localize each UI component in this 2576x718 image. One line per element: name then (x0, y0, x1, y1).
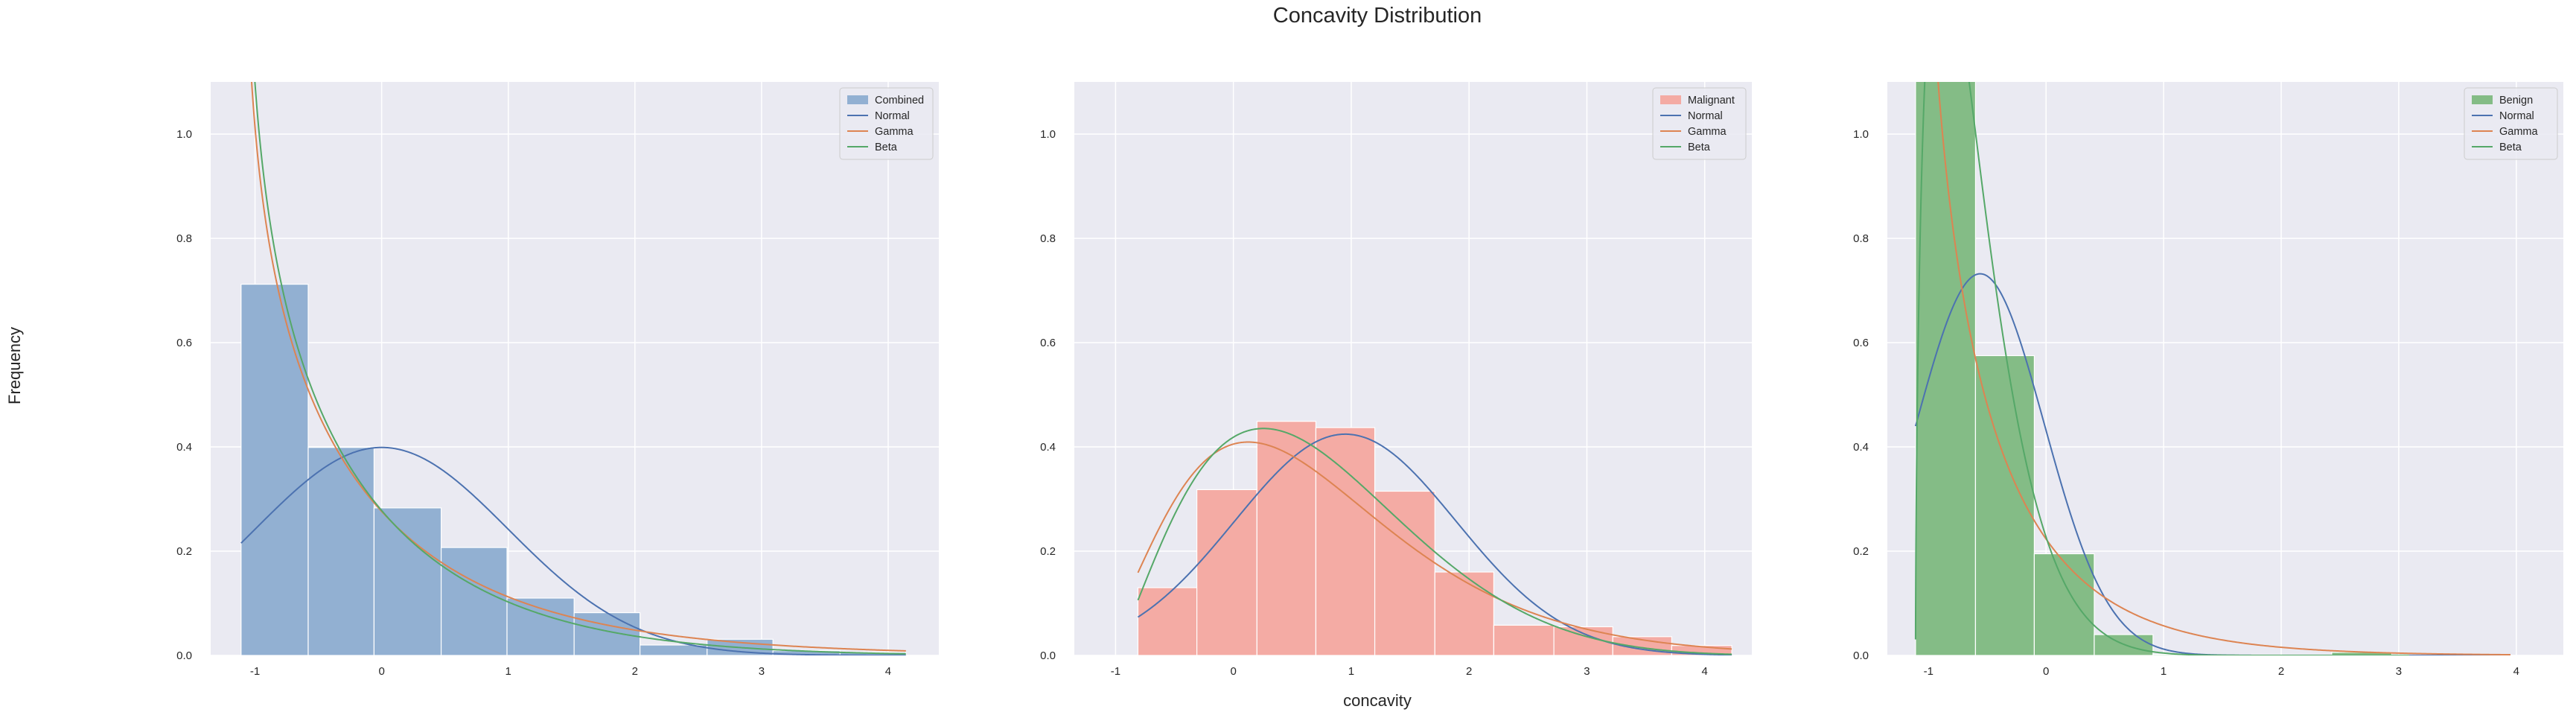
y-tick-label: 0.2 (176, 545, 192, 558)
x-tick-label: 4 (1702, 665, 1708, 678)
x-tick-label: -1 (1924, 665, 1933, 678)
y-tick-label: 0.0 (1040, 649, 1056, 662)
legend-box (839, 87, 934, 160)
legend-patch (847, 95, 868, 104)
fitted-curves (1914, 82, 2510, 655)
y-tick-label: 1.0 (1853, 128, 1869, 141)
panels: -1 0 1 2 3 4 0.0 0.2 0.4 0.6 0.8 1.0 Combined Normal G… (176, 82, 2563, 678)
legend-label: Normal (1688, 110, 1723, 122)
legend-box (2464, 87, 2558, 160)
histogram-bar (1374, 490, 1435, 655)
y-tick-label: 0.0 (1853, 649, 1869, 662)
legend-label: Gamma (1688, 126, 1727, 138)
curve-normal (240, 446, 906, 655)
x-tick-label: 3 (2396, 665, 2402, 678)
histogram-bar (506, 597, 575, 655)
x-tick-label: 1 (1348, 665, 1354, 678)
y-tick-label: 1.0 (1040, 128, 1056, 141)
figure-x-label: concavity (1343, 691, 1412, 710)
legend-label: Beta (875, 142, 898, 153)
legend: Benign Normal Gamma Beta (2464, 87, 2558, 160)
y-tick-label: 0.8 (1853, 232, 1869, 245)
y-tick-label: 0.4 (1853, 441, 1869, 454)
y-tick-label: 0.2 (1853, 545, 1869, 558)
histogram-bars (1915, 82, 2393, 655)
y-tick-label: 0.4 (176, 441, 192, 454)
curve-beta (1914, 82, 2410, 655)
x-tick-label: 4 (2513, 665, 2519, 678)
histogram-bar (1434, 571, 1495, 655)
y-tick-label: 0.4 (1040, 441, 1056, 454)
figure-title: Concavity Distribution (1273, 4, 1482, 28)
x-tick-label: 3 (1584, 665, 1590, 678)
histogram-bar (1493, 624, 1555, 655)
curve-normal (1914, 273, 2510, 655)
panel-malignant: -1 0 1 2 3 4 0.0 0.2 0.4 0.6 0.8 1.0 Malignant Normal… (1040, 82, 1752, 678)
histogram-bar (2033, 553, 2095, 655)
y-tick-label: 1.0 (176, 128, 192, 141)
x-tick-label: 0 (1230, 665, 1236, 678)
histogram-bar (240, 284, 309, 655)
legend-patch (2472, 95, 2493, 104)
panel-combined: -1 0 1 2 3 4 0.0 0.2 0.4 0.6 0.8 1.0 Combined Normal G… (176, 82, 939, 678)
y-tick-label: 0.6 (176, 337, 192, 349)
histogram-bar (1915, 82, 1977, 655)
legend-label: Beta (1688, 142, 1711, 153)
histogram-bar (1137, 587, 1198, 655)
fitted-curves (240, 82, 906, 655)
legend-label: Gamma (875, 126, 914, 138)
legend-label: Malignant (1688, 95, 1735, 107)
histogram-bars (240, 284, 907, 655)
curve-gamma (1137, 441, 1732, 650)
x-tick-label: 0 (2043, 665, 2049, 678)
curve-beta (254, 82, 906, 655)
curve-gamma (250, 82, 906, 652)
fitted-curves (1137, 428, 1732, 655)
histogram-bar (1196, 489, 1257, 655)
curve-normal (1137, 433, 1732, 655)
y-tick-label: 0.6 (1853, 337, 1869, 349)
figure-y-label: Frequency (5, 327, 24, 404)
legend-label: Normal (875, 110, 910, 122)
x-tick-label: 1 (506, 665, 511, 678)
curve-gamma (1937, 82, 2510, 655)
x-tick-label: 4 (885, 665, 891, 678)
legend-label: Benign (2499, 95, 2533, 107)
x-tick-label: 1 (2161, 665, 2167, 678)
legend-label: Combined (875, 95, 924, 107)
legend: Combined Normal Gamma Beta (839, 87, 934, 160)
legend-label: Beta (2499, 142, 2522, 153)
histogram-bar (373, 507, 442, 655)
histogram-bar (307, 447, 375, 655)
y-tick-label: 0.2 (1040, 545, 1056, 558)
x-tick-label: 3 (759, 665, 765, 678)
histogram-bar (1256, 421, 1317, 655)
panel-benign: -1 0 1 2 3 4 0.0 0.2 0.4 0.6 0.8 1.0 Benign Normal Gam… (1853, 82, 2563, 678)
x-tick-label: 0 (378, 665, 384, 678)
legend-label: Normal (2499, 110, 2534, 122)
legend-label: Gamma (2499, 126, 2539, 138)
curve-beta (1137, 428, 1732, 655)
y-tick-label: 0.6 (1040, 337, 1056, 349)
x-tick-label: -1 (250, 665, 260, 678)
y-tick-label: 0.0 (176, 649, 192, 662)
histogram-bar (573, 611, 641, 655)
x-tick-label: 2 (1466, 665, 1472, 678)
legend: Malignant Normal Gamma Beta (1652, 87, 1747, 160)
legend-box (1652, 87, 1747, 160)
histogram-bar (1315, 427, 1376, 655)
legend-patch (1660, 95, 1681, 104)
histogram-bar (1974, 355, 2035, 655)
x-tick-label: 2 (632, 665, 638, 678)
y-tick-label: 0.8 (1040, 232, 1056, 245)
y-tick-label: 0.8 (176, 232, 192, 245)
x-tick-label: -1 (1111, 665, 1120, 678)
histogram-bar (440, 547, 508, 655)
x-tick-label: 2 (2278, 665, 2284, 678)
